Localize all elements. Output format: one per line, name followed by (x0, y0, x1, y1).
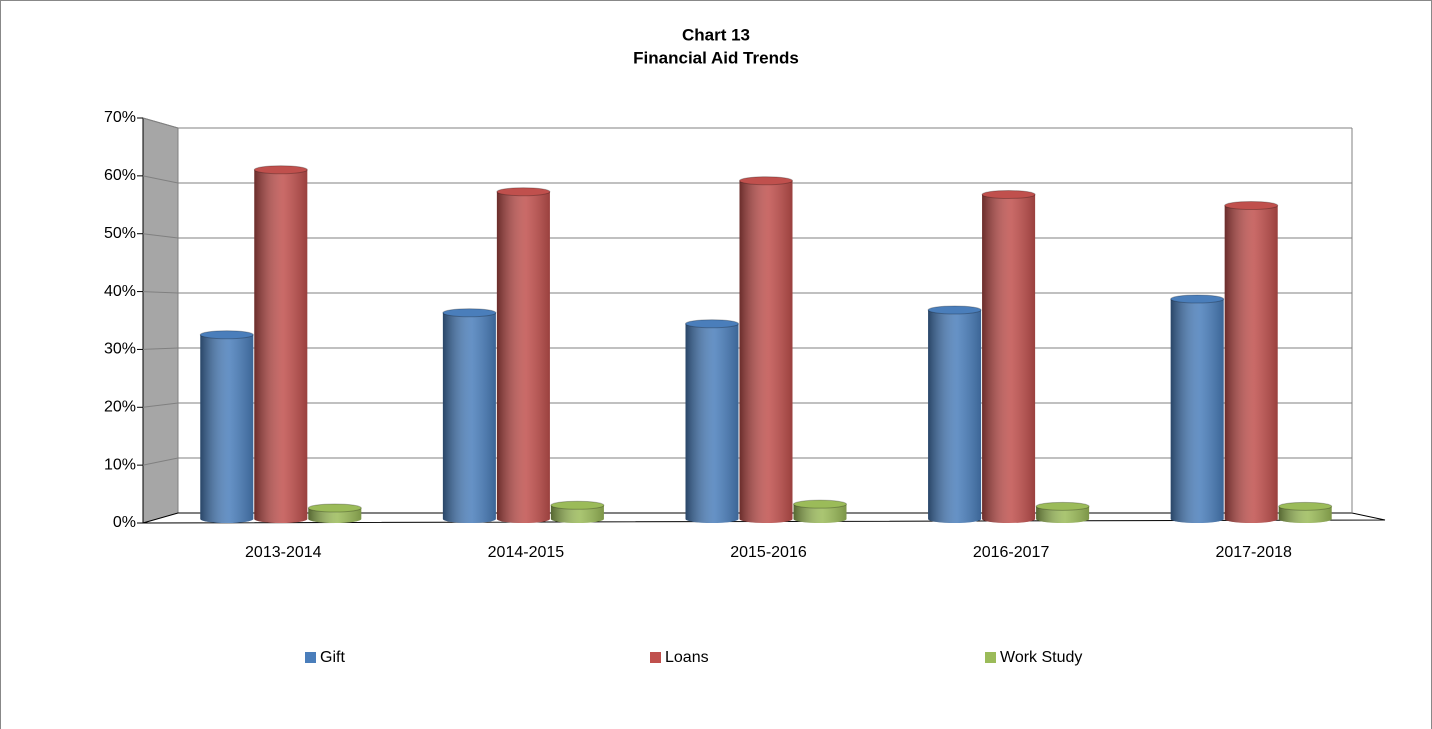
bar-top (685, 319, 739, 329)
bar-top (1170, 294, 1225, 304)
y-tick-label: 40% (104, 283, 136, 300)
x-tick-label: 2015-2016 (730, 544, 807, 561)
bar-top (307, 503, 362, 513)
bar-shade (550, 505, 604, 523)
grid-line (142, 117, 179, 129)
bar-top (253, 165, 308, 175)
grid-line (142, 233, 179, 239)
bar (981, 190, 1036, 523)
y-tick-label: 0% (113, 514, 136, 531)
bar-top (1278, 501, 1333, 511)
bar (550, 500, 605, 523)
bar-top (496, 187, 551, 197)
bar-top (793, 499, 847, 509)
legend-swatch (650, 652, 661, 663)
bar (927, 305, 982, 523)
bar-shade (308, 508, 362, 523)
bar (685, 319, 739, 523)
x-tick-label: 2017-2018 (1215, 544, 1292, 561)
legend-label: Work Study (1000, 649, 1082, 666)
chart-subtitle: Financial Aid Trends (633, 48, 799, 67)
y-tick-label: 60% (104, 167, 136, 184)
bar-shade (685, 323, 739, 523)
bar-top (981, 190, 1036, 199)
bar-shade (496, 191, 550, 523)
x-tick-label: 2013-2014 (245, 544, 322, 561)
bar-top (550, 500, 605, 510)
bar (442, 308, 497, 523)
legend-swatch (985, 652, 996, 663)
grid-line (142, 291, 179, 294)
bar-shade (793, 504, 847, 523)
bar-shade (442, 312, 496, 523)
labels: 0% 10% 20% 30% 40% 50% 60% 70% 2013-2014 2014-201… (104, 109, 1292, 666)
bar (253, 165, 308, 523)
bars (199, 165, 1333, 523)
y-tick-label: 50% (104, 225, 136, 242)
y-tick-label: 30% (104, 341, 136, 358)
bar (496, 187, 551, 523)
legend-swatch (305, 652, 316, 663)
y-tick-label: 20% (104, 399, 136, 416)
legend-label: Loans (665, 649, 709, 666)
bar-shade (200, 334, 254, 523)
bar-shade (1170, 299, 1224, 523)
y-tick-label: 70% (104, 109, 136, 126)
bar (739, 176, 793, 523)
bar-top (199, 330, 254, 340)
grid-line (142, 347, 179, 350)
chart-title: Chart 13 (682, 25, 750, 44)
grid-line (142, 402, 179, 408)
x-tick-label: 2014-2015 (488, 544, 565, 561)
x-tick-label: 2016-2017 (973, 544, 1050, 561)
bar-top (442, 308, 497, 318)
bar-top (739, 176, 793, 186)
bar-top (1224, 201, 1279, 210)
bar-shade (739, 180, 793, 523)
bar-shade (1036, 506, 1090, 523)
bar-shade (1224, 205, 1278, 523)
side-wall (142, 117, 179, 524)
bar (1278, 501, 1333, 523)
grid-line (142, 175, 179, 184)
bar-shade (1278, 506, 1332, 523)
bar (199, 330, 254, 523)
legend-label: Gift (320, 649, 345, 666)
bar (793, 499, 847, 523)
bar (1224, 201, 1279, 523)
bar-top (1035, 501, 1090, 511)
bar-shade (982, 194, 1036, 523)
y-tick-label: 10% (104, 456, 136, 473)
bar-shade (254, 169, 308, 523)
bar (307, 503, 362, 523)
bar (1035, 501, 1090, 523)
bar-top (927, 305, 982, 315)
bar (1170, 294, 1225, 523)
bar-shade (928, 310, 982, 523)
grid-line (142, 457, 179, 466)
